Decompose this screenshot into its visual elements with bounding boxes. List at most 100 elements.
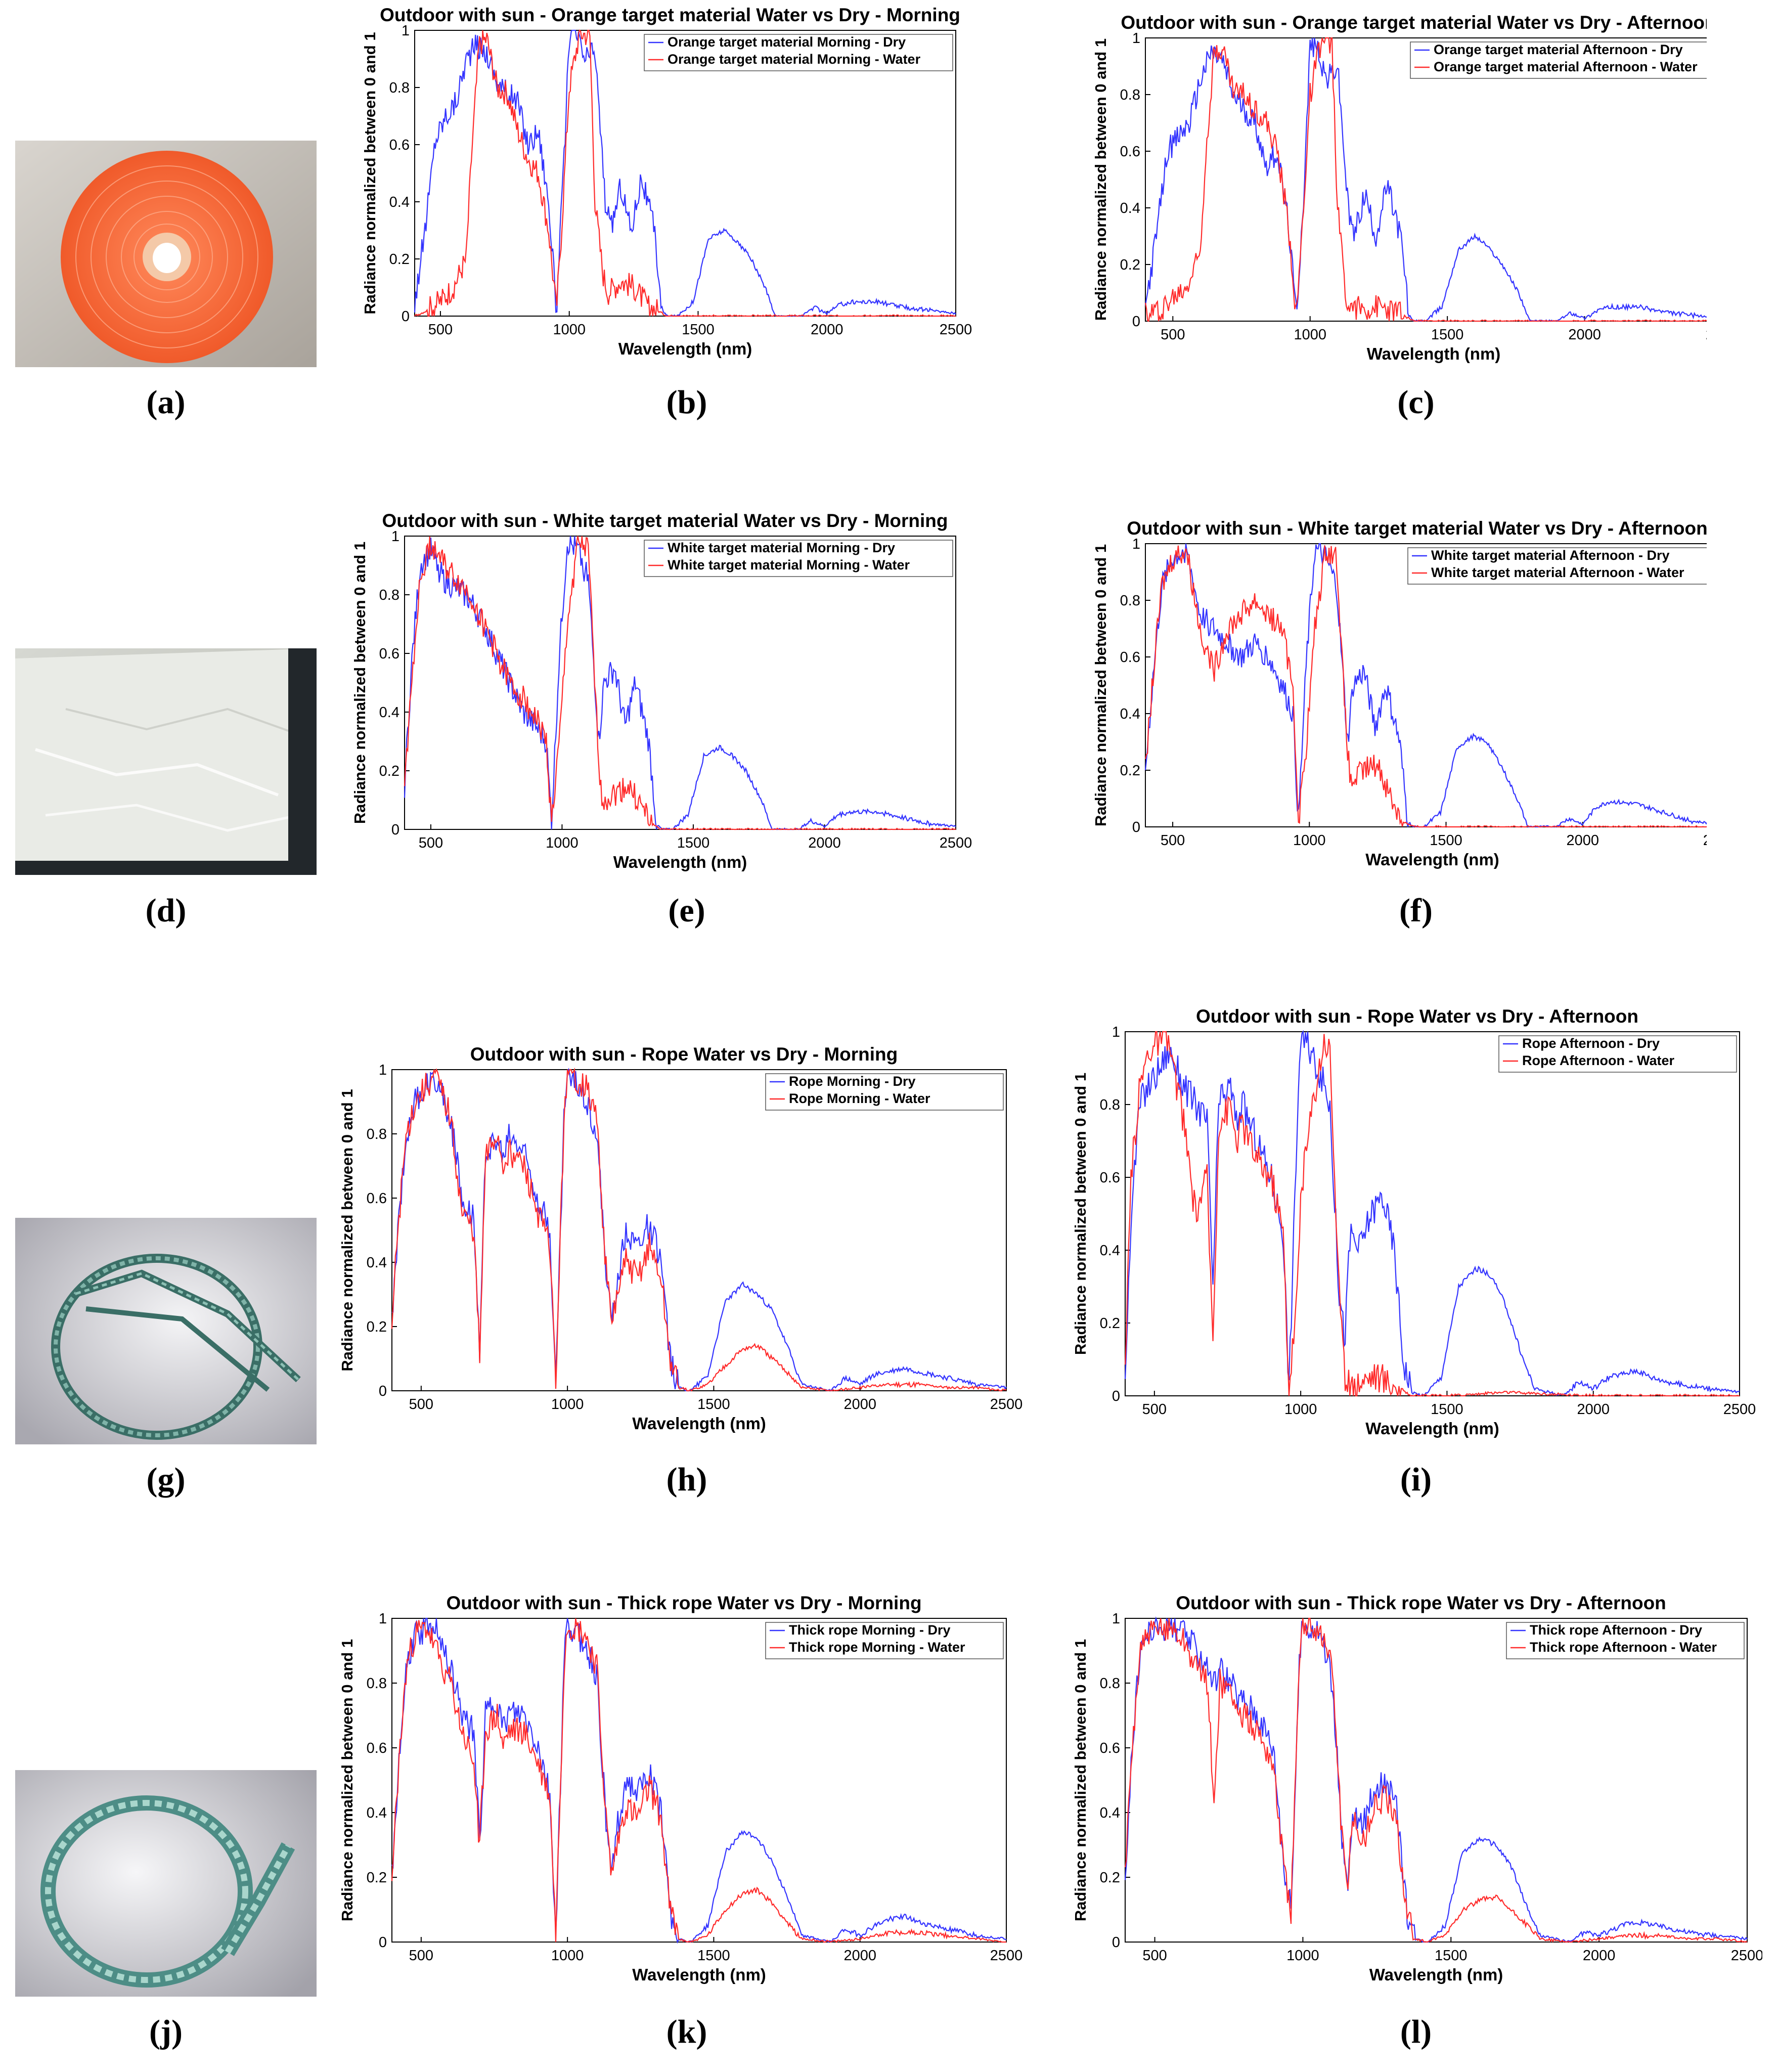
legend-entry: Orange target material Morning - Water	[668, 52, 921, 67]
chart-thick-rope-afternoon: Outdoor with sun - Thick rope Water vs D…	[1072, 1593, 1762, 1984]
series-line-water	[391, 1067, 1007, 1392]
x-axis-label: Wavelength (nm)	[613, 853, 747, 871]
legend-box	[765, 1073, 1004, 1111]
chart-orange-afternoon: Outdoor with sun - Orange target materia…	[1092, 12, 1707, 363]
x-tick-label: 2000	[808, 835, 841, 851]
y-tick-label: 0.6	[367, 1191, 387, 1207]
series-line-water	[391, 1618, 1006, 1943]
x-tick-label: 1500	[697, 1948, 730, 1964]
caption-f: (f)	[1399, 892, 1433, 929]
chart-rope-afternoon: Outdoor with sun - Rope Water vs Dry - A…	[1072, 1006, 1756, 1438]
y-tick-label: 0.6	[1120, 144, 1140, 160]
x-tick-label: 2500	[1731, 1948, 1762, 1964]
x-tick-label: 1000	[1294, 327, 1326, 343]
x-tick-label: 1500	[697, 1396, 730, 1413]
y-tick-label: 0.2	[1120, 763, 1140, 779]
y-tick-label: 0	[1132, 314, 1140, 330]
x-tick-label: 1000	[1284, 1401, 1317, 1418]
legend-entry: Rope Morning - Water	[789, 1091, 930, 1106]
y-axis-label: Radiance normalized between 0 and 1	[1072, 1073, 1089, 1355]
x-tick-label: 1500	[1431, 1401, 1463, 1418]
caption-g: (g)	[146, 1461, 186, 1498]
plot-area	[1125, 1618, 1748, 1943]
chart-white-afternoon: Outdoor with sun - White target material…	[1092, 518, 1707, 869]
y-tick-label: 0.8	[1100, 1097, 1120, 1113]
legend-entry: White target material Morning - Water	[668, 557, 910, 572]
caption-i: (i)	[1400, 1461, 1432, 1498]
chart-title: Outdoor with sun - Thick rope Water vs D…	[446, 1593, 921, 1613]
chart-title: Outdoor with sun - Orange target materia…	[1121, 12, 1707, 33]
y-tick-label: 0	[391, 822, 399, 838]
x-axis-label: Wavelength (nm)	[1365, 1419, 1499, 1438]
legend-entry: Rope Morning - Dry	[789, 1074, 916, 1089]
chart-title: Outdoor with sun - White target material…	[382, 510, 948, 531]
y-tick-label: 0	[402, 308, 410, 325]
white-target-photo	[15, 648, 317, 875]
y-tick-label: 1	[1112, 1611, 1120, 1627]
plot-area	[1145, 543, 1707, 827]
y-tick-label: 1	[379, 1062, 387, 1078]
caption-a: (a)	[146, 384, 186, 421]
y-axis-label: Radiance normalized between 0 and 1	[361, 32, 379, 314]
y-axis-label: Radiance normalized between 0 and 1	[1092, 544, 1109, 826]
series-line-dry	[404, 536, 956, 830]
legend-box	[765, 1622, 1004, 1659]
y-tick-label: 1	[1112, 1024, 1120, 1040]
y-axis-label: Radiance normalized between 0 and 1	[338, 1089, 356, 1371]
plot-area	[391, 1069, 1007, 1391]
series-line-dry	[1124, 1030, 1740, 1397]
x-tick-label: 1500	[1435, 1948, 1468, 1964]
chart-title: Outdoor with sun - Rope Water vs Dry - A…	[1196, 1006, 1638, 1027]
x-tick-label: 1500	[1431, 327, 1464, 343]
y-tick-label: 0.8	[367, 1676, 387, 1692]
x-tick-label: 1000	[551, 1396, 584, 1413]
chart-title: Outdoor with sun - Rope Water vs Dry - M…	[470, 1044, 898, 1065]
y-tick-label: 1	[402, 23, 410, 39]
legend-entry: Rope Afternoon - Water	[1522, 1053, 1674, 1068]
chart-title: Outdoor with sun - Thick rope Water vs D…	[1176, 1593, 1666, 1613]
x-axis-label: Wavelength (nm)	[618, 339, 752, 358]
y-tick-label: 0.4	[389, 194, 410, 210]
y-tick-label: 0.4	[1100, 1805, 1120, 1821]
y-tick-label: 0.6	[1120, 649, 1140, 666]
y-tick-label: 0	[379, 1934, 387, 1951]
x-tick-label: 500	[428, 322, 453, 338]
y-tick-label: 1	[379, 1611, 387, 1627]
series-line-water	[1144, 37, 1707, 322]
x-tick-label: 2500	[1723, 1401, 1756, 1418]
x-tick-label: 500	[409, 1948, 433, 1964]
y-tick-label: 0	[1112, 1934, 1120, 1951]
rope-photo	[15, 1218, 317, 1444]
legend-entry: Thick rope Morning - Water	[789, 1640, 965, 1655]
y-axis-label: Radiance normalized between 0 and 1	[1072, 1639, 1089, 1921]
x-tick-label: 500	[419, 835, 443, 851]
y-tick-label: 0.4	[1100, 1243, 1120, 1259]
x-tick-label: 500	[1161, 327, 1185, 343]
x-tick-label: 2500	[990, 1948, 1023, 1964]
y-axis-label: Radiance normalized between 0 and 1	[1092, 38, 1109, 321]
y-tick-label: 0.2	[367, 1870, 387, 1886]
y-tick-label: 0.8	[389, 80, 410, 96]
series-line-water	[1124, 1031, 1740, 1397]
legend-entry: Rope Afternoon - Dry	[1522, 1036, 1660, 1051]
chart-title: Outdoor with sun - Orange target materia…	[380, 5, 960, 25]
caption-l: (l)	[1400, 2013, 1432, 2050]
series-line-dry	[1144, 543, 1707, 828]
x-tick-label: 1000	[546, 835, 579, 851]
legend-entry: Orange target material Morning - Dry	[668, 34, 906, 50]
x-tick-label: 2000	[843, 1948, 876, 1964]
y-tick-label: 0.4	[367, 1255, 387, 1271]
legend-entry: Thick rope Morning - Dry	[789, 1622, 951, 1638]
y-tick-label: 0	[1132, 819, 1140, 835]
x-tick-label: 2500	[1703, 832, 1707, 849]
y-tick-label: 0.4	[367, 1805, 387, 1821]
x-tick-label: 1500	[677, 835, 710, 851]
plot-area	[414, 30, 956, 317]
legend-box	[1407, 547, 1707, 585]
plot-area	[391, 1618, 1007, 1943]
y-tick-label: 0.2	[379, 763, 399, 779]
y-tick-label: 0.8	[1120, 87, 1140, 103]
y-tick-label: 0.2	[1120, 257, 1140, 273]
caption-j: (j)	[149, 2013, 183, 2050]
x-tick-label: 500	[1161, 832, 1185, 849]
